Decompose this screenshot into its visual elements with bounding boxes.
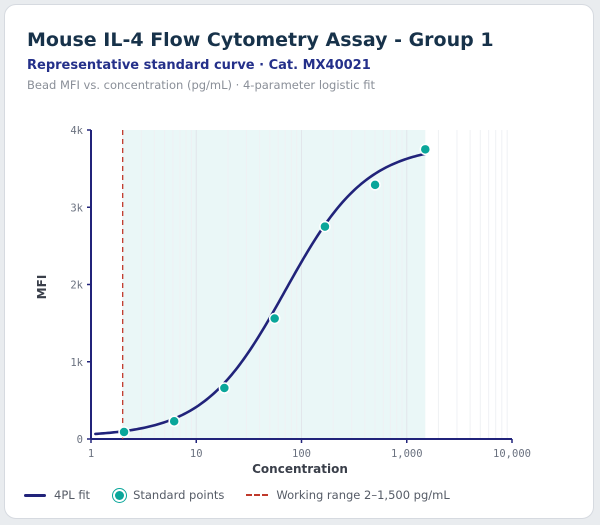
working-range-band — [122, 130, 426, 439]
chart-title: Mouse IL-4 Flow Cytometry Assay - Group … — [27, 29, 494, 51]
standard-point — [168, 415, 180, 427]
x-axis-label: Concentration — [252, 462, 348, 476]
fit-curve-group — [94, 152, 427, 436]
legend-label-range: Working range 2–1,500 pg/mL — [276, 488, 450, 502]
y-tick-label: 4k — [70, 125, 83, 137]
standard-point — [369, 179, 381, 191]
x-tick-label: 10,000 — [493, 448, 531, 460]
tick-labels: 0 1k 2k 3k 4k 1 10 100 1,000 10,000 — [70, 125, 531, 460]
legend-dash-swatch — [246, 494, 269, 496]
y-tick-label: 1k — [70, 357, 83, 369]
x-tick-label: 10 — [190, 448, 203, 460]
grid-lines — [122, 130, 508, 439]
chart-caption: Bead MFI vs. concentration (pg/mL) · 4-p… — [27, 78, 375, 92]
legend: 4PL fit Standard points Working range 2–… — [24, 488, 472, 502]
standard-point — [268, 312, 281, 325]
legend-item-points: Standard points — [112, 488, 224, 502]
standard-point — [118, 426, 130, 438]
legend-item-fit: 4PL fit — [24, 488, 90, 502]
legend-label-fit: 4PL fit — [54, 488, 91, 502]
y-tick-label: 2k — [70, 280, 83, 292]
y-tick-label: 3k — [70, 202, 83, 214]
y-axis-label: MFI — [35, 275, 49, 300]
standard-point — [218, 382, 231, 394]
fit-curve — [94, 152, 427, 436]
standard-point — [319, 220, 331, 233]
legend-line-swatch — [24, 493, 46, 497]
legend-item-range: Working range 2–1,500 pg/mL — [246, 488, 450, 502]
x-tick-label: 1,000 — [391, 448, 423, 460]
working-range-band-group — [122, 130, 426, 439]
chart-subtitle: Representative standard curve · Cat. MX4… — [27, 58, 371, 73]
axes — [87, 129, 513, 443]
x-tick-label: 1 — [88, 448, 94, 460]
legend-label-points: Standard points — [133, 488, 225, 502]
x-tick-label: 100 — [292, 448, 311, 460]
y-tick-label: 0 — [77, 434, 83, 446]
standard-point — [419, 143, 432, 156]
legend-dot-swatch — [115, 490, 125, 500]
standard-points-group — [118, 143, 432, 438]
